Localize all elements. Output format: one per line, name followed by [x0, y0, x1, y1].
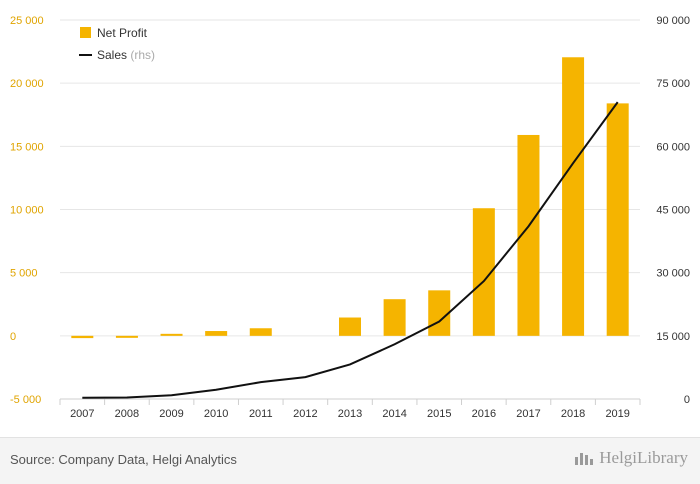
x-tick-label: 2010 — [204, 408, 228, 420]
y-left-tick-label: 0 — [10, 331, 16, 343]
x-tick-label: 2007 — [70, 408, 94, 420]
x-tick-label: 2017 — [516, 408, 540, 420]
x-tick-label: 2014 — [382, 408, 406, 420]
y-left-tick-label: 10 000 — [10, 205, 44, 217]
x-tick-label: 2015 — [427, 408, 451, 420]
y-left-tick-label: 20 000 — [10, 78, 44, 90]
y-right-tick-label: 30 000 — [656, 268, 690, 280]
bar-net-profit — [160, 333, 183, 336]
chart-canvas: -5 000 0 5 000 10 000 15 000 20 000 25 000 0 15 … — [10, 15, 690, 420]
bar-net-profit — [472, 208, 495, 336]
brand-name: HelgiLibrary — [599, 448, 688, 467]
legend-label-net-profit: Net Profit — [97, 26, 148, 40]
bar-net-profit — [205, 331, 228, 336]
y-left-tick-label: -5 000 — [10, 394, 41, 406]
y-left-tick-label: 15 000 — [10, 141, 44, 153]
source-note: Source: Company Data, Helgi Analytics — [10, 452, 237, 467]
x-tick-label: 2011 — [249, 408, 273, 420]
bar-net-profit — [71, 335, 94, 339]
legend-swatch-net-profit — [80, 27, 91, 38]
bar-net-profit — [562, 57, 585, 336]
bar-net-profit — [428, 290, 451, 336]
bar-net-profit — [383, 299, 406, 336]
x-tick-label: 2019 — [605, 408, 629, 420]
bar-net-profit — [517, 134, 540, 336]
x-tick-label: 2016 — [472, 408, 496, 420]
bar-net-profit — [249, 328, 272, 336]
y-right-tick-label: 90 000 — [656, 15, 690, 27]
y-right-tick-label: 60 000 — [656, 141, 690, 153]
y-left-tick-label: 5 000 — [10, 268, 38, 280]
bar-net-profit — [606, 103, 629, 336]
footer: Source: Company Data, Helgi Analytics He… — [0, 437, 700, 484]
x-tick-label: 2018 — [561, 408, 585, 420]
x-tick-label: 2013 — [338, 408, 362, 420]
y-left-tick-label: 25 000 — [10, 15, 44, 27]
line-sales — [82, 101, 619, 399]
y-right-tick-label: 75 000 — [656, 78, 690, 90]
brand-logo[interactable]: HelgiLibrary — [575, 448, 688, 468]
y-right-tick-label: 45 000 — [656, 205, 690, 217]
bar-net-profit — [339, 317, 361, 336]
y-right-tick-label: 0 — [684, 394, 690, 406]
x-tick-label: 2008 — [115, 408, 139, 420]
legend-label-sales: Sales (rhs) — [97, 48, 155, 62]
x-tick-label: 2012 — [293, 408, 317, 420]
bar-net-profit — [115, 335, 138, 338]
library-icon — [575, 451, 594, 465]
x-tick-label: 2009 — [159, 408, 183, 420]
y-right-tick-label: 15 000 — [656, 331, 690, 343]
